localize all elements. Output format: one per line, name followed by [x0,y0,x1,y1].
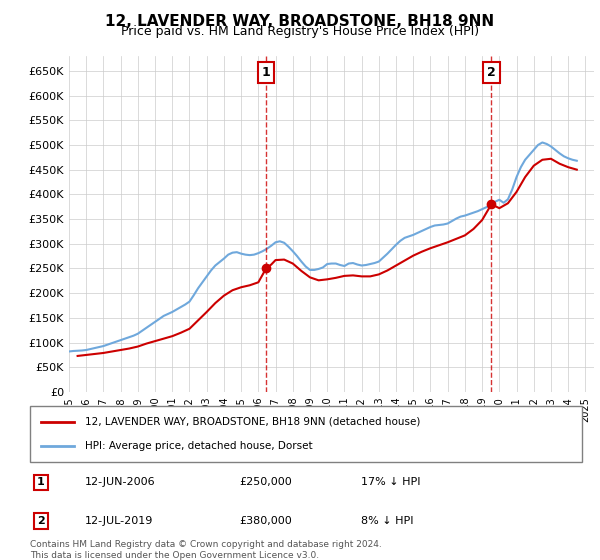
Text: 1: 1 [37,477,45,487]
Text: 8% ↓ HPI: 8% ↓ HPI [361,516,414,526]
Text: 12, LAVENDER WAY, BROADSTONE, BH18 9NN: 12, LAVENDER WAY, BROADSTONE, BH18 9NN [106,14,494,29]
Text: Contains HM Land Registry data © Crown copyright and database right 2024.
This d: Contains HM Land Registry data © Crown c… [30,540,382,560]
Text: 2: 2 [37,516,45,526]
Text: 2: 2 [487,66,496,79]
Text: HPI: Average price, detached house, Dorset: HPI: Average price, detached house, Dors… [85,441,313,451]
Text: 12-JUL-2019: 12-JUL-2019 [85,516,154,526]
Text: £380,000: £380,000 [240,516,293,526]
FancyBboxPatch shape [30,406,582,462]
Text: Price paid vs. HM Land Registry's House Price Index (HPI): Price paid vs. HM Land Registry's House … [121,25,479,38]
Text: 1: 1 [262,66,271,79]
Text: 12-JUN-2006: 12-JUN-2006 [85,477,156,487]
Text: 12, LAVENDER WAY, BROADSTONE, BH18 9NN (detached house): 12, LAVENDER WAY, BROADSTONE, BH18 9NN (… [85,417,421,427]
Text: £250,000: £250,000 [240,477,293,487]
Text: 17% ↓ HPI: 17% ↓ HPI [361,477,421,487]
